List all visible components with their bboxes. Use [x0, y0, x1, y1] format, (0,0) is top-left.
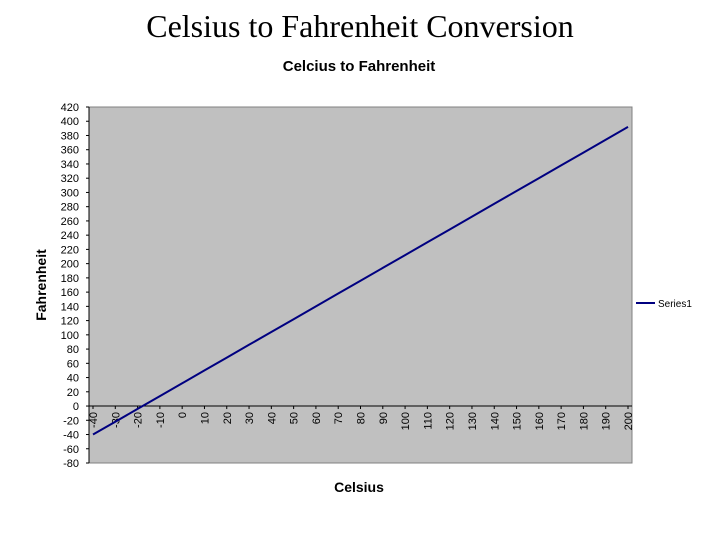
- series-line: [92, 126, 629, 436]
- x-tick-label: 70: [333, 412, 345, 424]
- slide-title: Celsius to Fahrenheit Conversion: [146, 8, 574, 44]
- x-axis-title: Celsius: [334, 479, 384, 495]
- x-tick-label: 40: [266, 412, 278, 424]
- y-tick-label: -40: [63, 430, 79, 442]
- y-tick-label: 60: [67, 358, 79, 370]
- y-tick-label: 260: [61, 216, 79, 228]
- y-tick-label: -80: [63, 458, 79, 470]
- y-axis-title: Fahrenheit: [33, 249, 49, 321]
- x-tick-label: 0: [177, 412, 189, 418]
- x-tick-label: 150: [512, 412, 524, 430]
- x-tick-label: 90: [378, 412, 390, 424]
- x-tick-label: -40: [88, 412, 100, 428]
- x-tick-label: 160: [534, 412, 546, 430]
- y-tick-label: 360: [61, 145, 79, 157]
- y-tick-label: 40: [67, 373, 79, 385]
- x-tick-label: 110: [422, 412, 434, 430]
- x-tick-label: 140: [489, 412, 501, 430]
- x-tick-label: 60: [311, 412, 323, 424]
- legend: Series1: [636, 299, 692, 310]
- x-tick-label: 50: [289, 412, 301, 424]
- y-tick-label: 220: [61, 244, 79, 256]
- plot-area: [88, 106, 633, 464]
- legend-label: Series1: [658, 299, 692, 310]
- x-tick-label: -20: [133, 412, 145, 428]
- x-tick-label: 200: [623, 412, 635, 430]
- y-tick-label: 140: [61, 301, 79, 313]
- x-tick-label: 80: [356, 412, 368, 424]
- y-tick-label: 400: [61, 116, 79, 128]
- x-tick-label: 130: [467, 412, 479, 430]
- y-tick-label: 0: [73, 401, 79, 413]
- x-tick-label: 10: [199, 412, 211, 424]
- y-tick-label: 80: [67, 344, 79, 356]
- x-tick-label: 170: [556, 412, 568, 430]
- y-tick-label: -60: [63, 444, 79, 456]
- x-tick-label: -10: [155, 412, 167, 428]
- x-tick-label: 120: [445, 412, 457, 430]
- y-tick-label: 180: [61, 273, 79, 285]
- y-tick-label: 100: [61, 330, 79, 342]
- x-tick-label: 100: [400, 412, 412, 430]
- y-tick-label: 280: [61, 202, 79, 214]
- y-tick-label: 20: [67, 387, 79, 399]
- y-tick-label: 420: [61, 102, 79, 114]
- y-tick-label: 240: [61, 230, 79, 242]
- y-tick-label: 200: [61, 259, 79, 271]
- chart-title: Celcius to Fahrenheit: [283, 58, 436, 75]
- y-tick-label: 300: [61, 187, 79, 199]
- x-tick-label: 180: [578, 412, 590, 430]
- y-tick-label: 340: [61, 159, 79, 171]
- y-tick-label: 380: [61, 130, 79, 142]
- x-tick-label: 190: [601, 412, 613, 430]
- x-tick-label: 20: [222, 412, 234, 424]
- y-tick-label: -20: [63, 415, 79, 427]
- y-tick-label: 320: [61, 173, 79, 185]
- y-tick-label: 160: [61, 287, 79, 299]
- y-tick-label: 120: [61, 316, 79, 328]
- x-tick-label: 30: [244, 412, 256, 424]
